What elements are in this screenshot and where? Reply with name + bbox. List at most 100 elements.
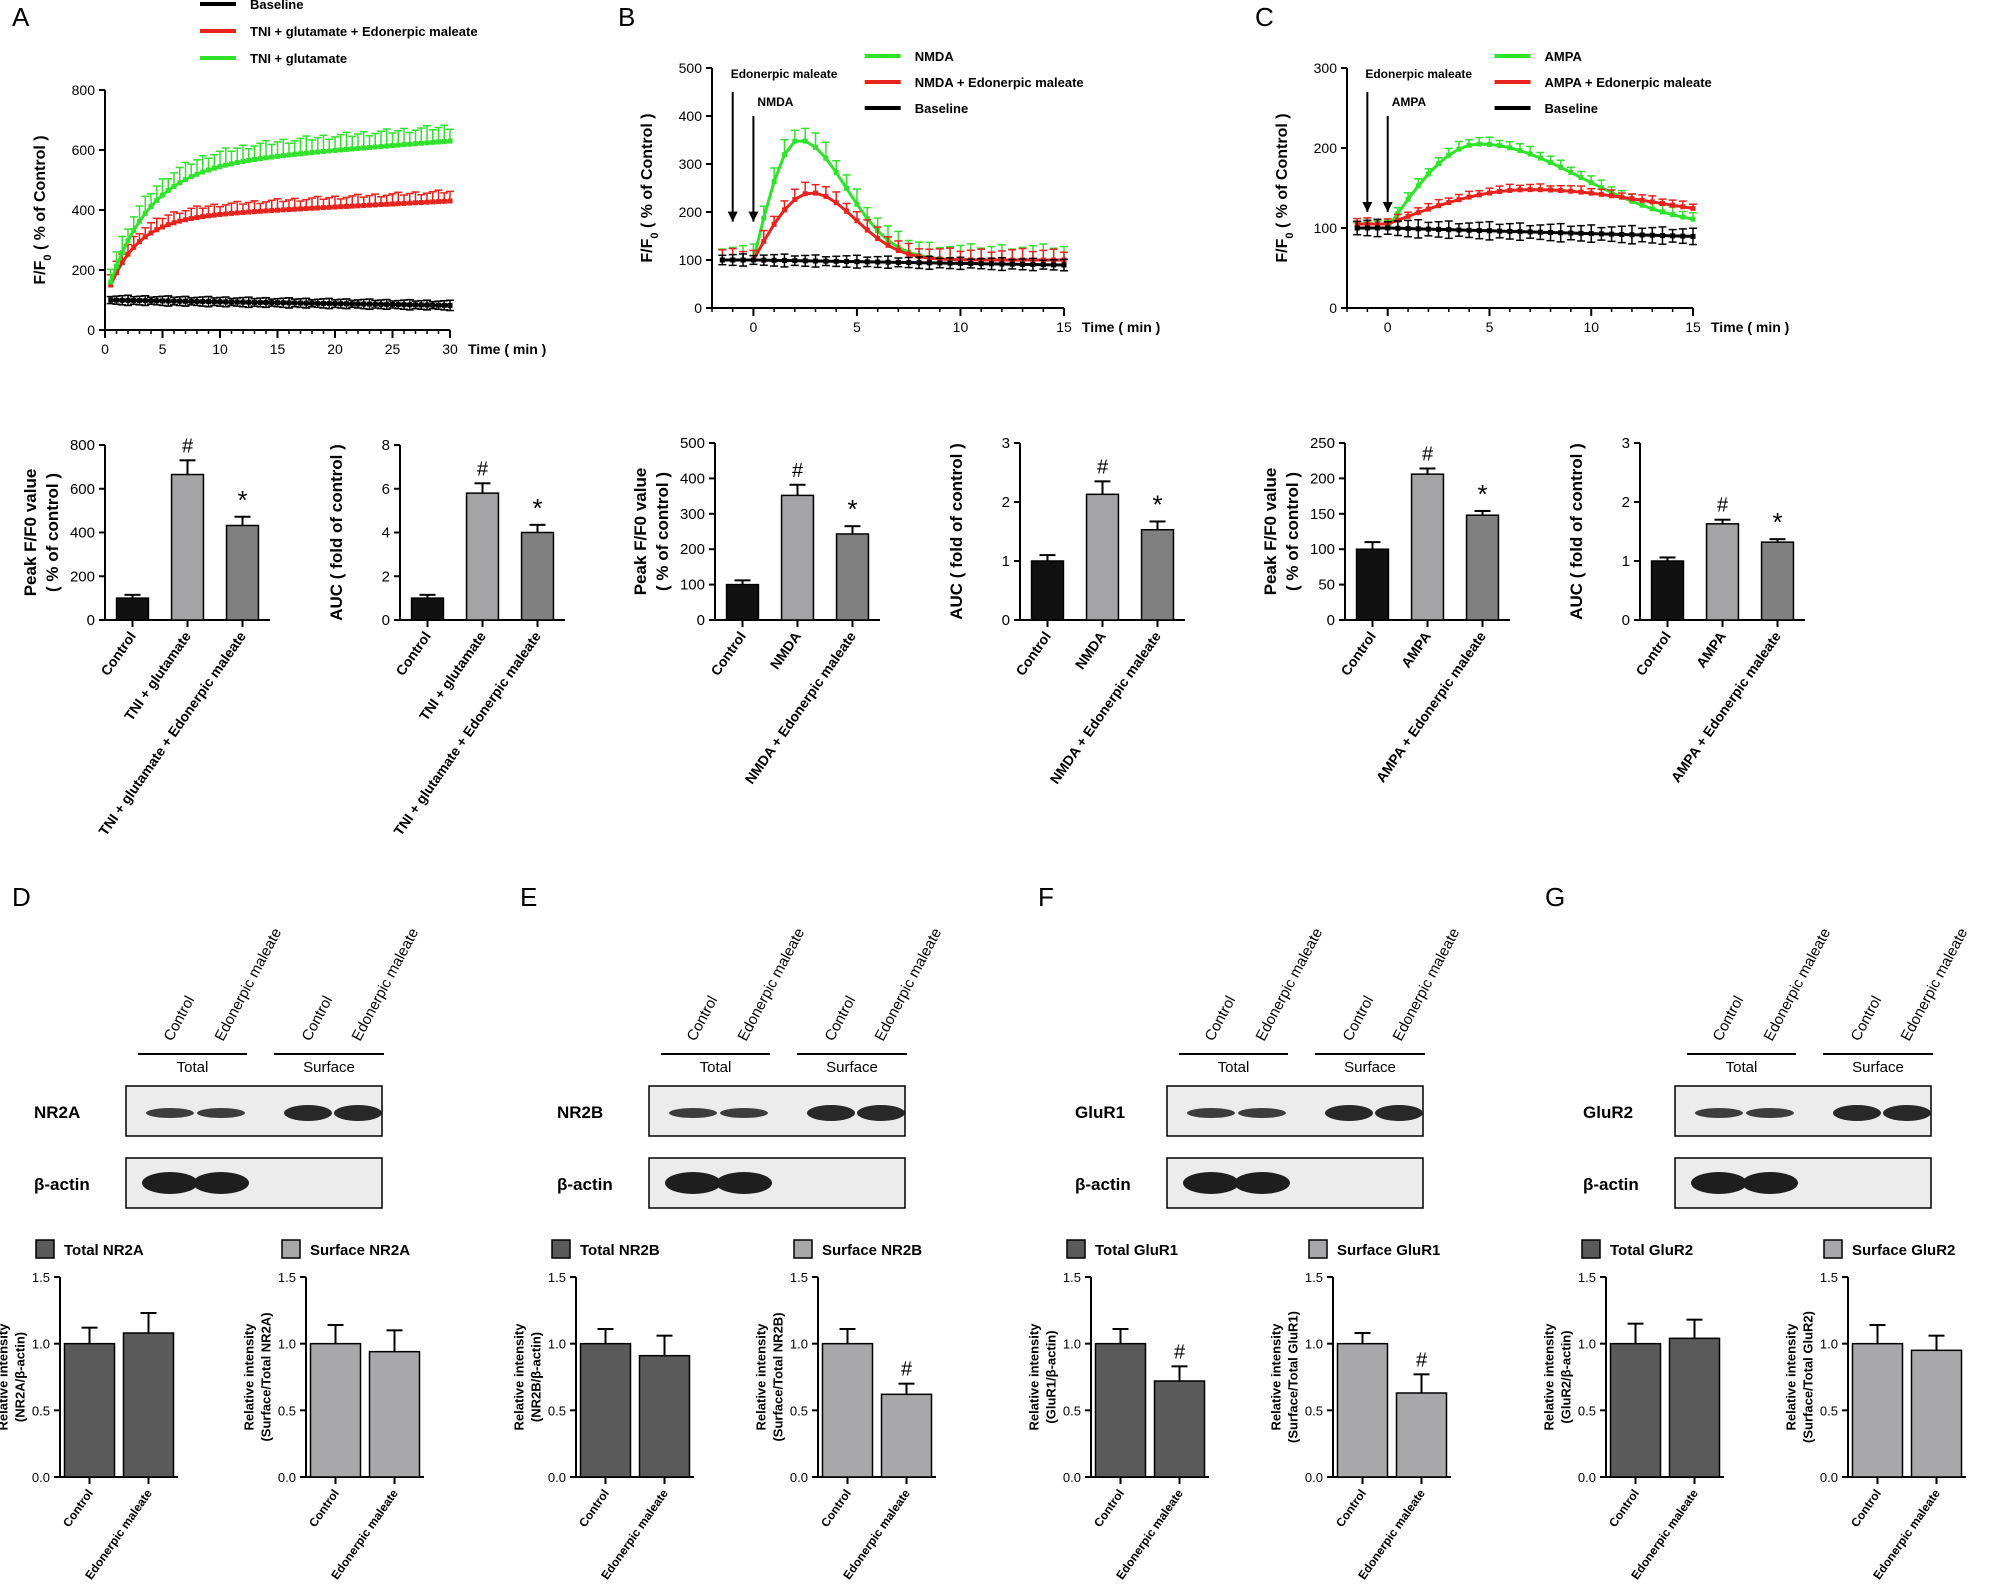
y-tick-label: 0.0 (1305, 1470, 1323, 1485)
data-point (1425, 226, 1431, 232)
data-point (1548, 187, 1554, 193)
bar (1465, 514, 1500, 621)
y-axis-label: Relative intensity (1269, 1323, 1284, 1431)
data-point (1425, 171, 1431, 177)
bar-chart-B_peak: 0 100 200 300 400 500 Peak F/F0 value( % of co… (631, 435, 880, 787)
data-point (1517, 229, 1523, 235)
loading-label: β-actin (557, 1175, 613, 1194)
data-point (137, 298, 142, 304)
bar (1395, 1392, 1448, 1478)
data-point (240, 158, 246, 164)
data-point (1486, 141, 1492, 147)
data-point (1395, 225, 1401, 231)
y-axis-label: Relative intensity (242, 1323, 257, 1431)
data-point (1629, 232, 1635, 238)
data-point (430, 139, 436, 145)
data-point (1425, 206, 1431, 212)
data-point (441, 302, 447, 308)
data-point (1456, 227, 1462, 233)
bar (1851, 1342, 1904, 1478)
data-point (332, 147, 338, 153)
data-point (1517, 148, 1523, 154)
y-tick-label: 0.5 (790, 1403, 808, 1418)
data-point (223, 299, 229, 305)
data-point (257, 208, 263, 214)
y-axis-label: Relative intensity (1784, 1323, 1799, 1431)
y-axis-label: Peak F/F0 value (1261, 468, 1280, 596)
data-point (761, 257, 767, 263)
data-point (1578, 189, 1584, 195)
x-tick-label: Edonerpic maleate (1355, 1486, 1428, 1582)
bar (1336, 1342, 1389, 1478)
data-point (395, 142, 401, 148)
data-point (823, 155, 829, 161)
y-axis-label: F/F0 ( % of Control ) (1274, 113, 1296, 262)
data-point (813, 144, 819, 150)
data-point (1436, 161, 1442, 167)
data-point (171, 220, 177, 226)
protein-band (1833, 1105, 1881, 1121)
data-point (384, 301, 390, 307)
y-tick-label: 0.0 (790, 1470, 808, 1485)
data-point (321, 148, 326, 154)
panel-letter-B: B (618, 2, 635, 32)
data-point (1040, 262, 1046, 268)
data-point (441, 138, 447, 144)
data-point (1436, 226, 1442, 232)
series-Baseline (106, 294, 454, 312)
y-tick-label: 200 (1314, 140, 1338, 156)
bar (725, 583, 760, 621)
bar-chart-B_auc: 0 1 2 3 AUC ( fold of control ) Control # NMDA *… (947, 435, 1185, 787)
panel-letter-D: D (12, 882, 31, 912)
data-point (1446, 152, 1452, 158)
data-point (1051, 262, 1057, 268)
series-line (722, 258, 1065, 267)
data-point (1466, 142, 1472, 148)
series-line (109, 199, 451, 286)
y-tick-label: 1.0 (1063, 1337, 1081, 1352)
x-tick-label: NMDA + Edonerpic maleate (1047, 628, 1165, 786)
data-point (1456, 197, 1462, 203)
data-point (1476, 141, 1482, 147)
data-point (303, 150, 309, 156)
data-point (246, 157, 252, 163)
data-point (1446, 200, 1452, 206)
actin-band (665, 1172, 721, 1194)
significance-mark: # (182, 435, 194, 457)
x-tick-label: Edonerpic maleate (1870, 1486, 1943, 1582)
y-tick-label: 0 (697, 612, 705, 629)
data-point (1609, 193, 1615, 199)
data-point (1466, 227, 1472, 233)
data-point (1639, 202, 1645, 208)
group-label: Surface (303, 1059, 355, 1076)
data-point (142, 210, 148, 216)
y-tick-label: 4 (382, 525, 390, 542)
data-point (1629, 196, 1635, 202)
data-point (424, 140, 430, 146)
y-axis-label: Relative intensity (0, 1323, 11, 1431)
y-tick-label: 1.5 (1820, 1270, 1838, 1285)
data-point (263, 300, 269, 306)
y-axis-label: ( % of control ) (43, 473, 62, 592)
protein-band (1238, 1108, 1286, 1118)
loading-label: β-actin (1583, 1175, 1639, 1194)
data-point (792, 258, 798, 264)
lane-label: Edonerpic maleate (349, 925, 423, 1043)
data-point (1405, 226, 1411, 232)
data-point (1456, 146, 1462, 152)
data-point (441, 198, 447, 204)
data-point (1405, 213, 1411, 219)
data-point (792, 196, 798, 202)
data-point (188, 216, 194, 222)
bar-chart-F_total: 0.0 0.5 1.0 1.5 Relative intensity (GluR1/β-a… (1027, 1270, 1209, 1582)
data-point (1568, 169, 1574, 175)
y-tick-label: 200 (1310, 470, 1335, 487)
legend-E_surface: Surface NR2B (793, 1239, 922, 1259)
data-point (280, 207, 286, 213)
protein-band (669, 1108, 717, 1118)
legend-label: NMDA (915, 49, 955, 64)
annotation-label: Edonerpic maleate (1365, 67, 1472, 81)
y-axis-label: Relative intensity (1542, 1323, 1557, 1431)
data-point (823, 193, 829, 199)
data-point (906, 260, 912, 266)
